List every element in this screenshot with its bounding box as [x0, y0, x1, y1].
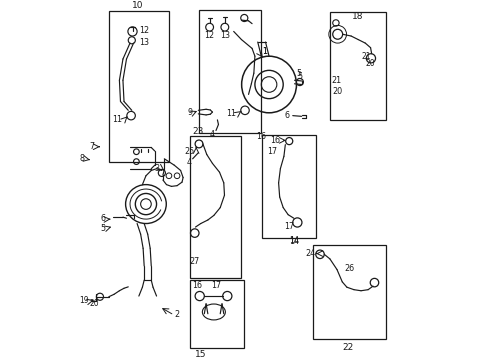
Text: 12: 12: [140, 26, 150, 35]
Text: 11: 11: [112, 115, 122, 124]
Text: 23: 23: [192, 127, 204, 136]
Text: 20: 20: [365, 59, 375, 68]
Bar: [199, 10, 261, 133]
Text: 25: 25: [184, 147, 195, 156]
Text: 21: 21: [331, 76, 342, 85]
Text: 24: 24: [305, 249, 315, 258]
Text: 5: 5: [100, 224, 105, 233]
Text: 9: 9: [188, 108, 193, 117]
Text: 15: 15: [195, 350, 206, 359]
Text: 22: 22: [342, 343, 353, 352]
Text: 27: 27: [190, 257, 200, 266]
Text: 3: 3: [154, 164, 159, 173]
Text: 13: 13: [139, 37, 149, 46]
Text: 8: 8: [79, 154, 84, 163]
Text: 13: 13: [220, 31, 230, 40]
Text: 17: 17: [268, 147, 277, 156]
Text: 1: 1: [262, 47, 267, 56]
Text: 12: 12: [204, 31, 215, 40]
Bar: [313, 245, 386, 339]
Text: 16: 16: [270, 136, 280, 145]
Text: 2: 2: [174, 310, 180, 319]
Text: 17: 17: [211, 281, 221, 290]
Text: 18: 18: [352, 12, 363, 21]
Text: 6: 6: [100, 215, 105, 224]
Bar: [190, 280, 245, 348]
Text: 17: 17: [284, 221, 294, 230]
Text: 19: 19: [79, 296, 88, 305]
Text: 4: 4: [210, 130, 215, 139]
Text: 4: 4: [186, 158, 191, 167]
Text: 7: 7: [90, 142, 95, 151]
Text: 5: 5: [297, 72, 302, 81]
Text: 10: 10: [132, 1, 144, 10]
Text: 14: 14: [290, 236, 299, 245]
Bar: [262, 135, 316, 238]
Text: 1: 1: [262, 47, 267, 56]
Text: 26: 26: [344, 264, 354, 273]
Text: 20: 20: [90, 299, 99, 308]
Bar: [330, 12, 386, 120]
Text: 6: 6: [284, 111, 289, 120]
Text: 20: 20: [332, 87, 342, 96]
Text: 5: 5: [296, 69, 301, 78]
Text: 11: 11: [226, 109, 236, 118]
Bar: [109, 11, 169, 162]
Text: 16: 16: [256, 132, 266, 141]
Text: 21: 21: [362, 52, 371, 61]
Text: 14: 14: [290, 237, 299, 246]
Bar: [190, 136, 242, 278]
Text: 16: 16: [192, 281, 202, 290]
